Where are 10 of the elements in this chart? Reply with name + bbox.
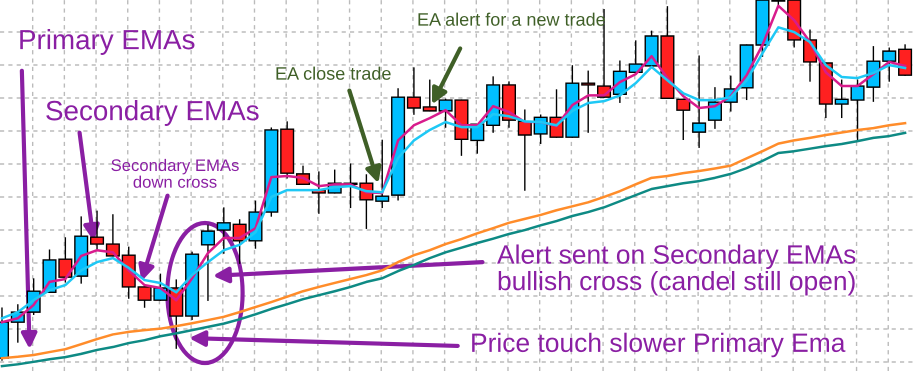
annotation: EA close trade — [276, 66, 391, 80]
annotation: Secondary EMAs down cross — [111, 158, 239, 188]
annotation: Price touch slower Primary Ema — [472, 332, 846, 358]
annotation: Secondary EMAs — [46, 100, 259, 126]
candlestick — [90, 210, 104, 251]
candlestick — [850, 80, 865, 142]
candlestick — [200, 224, 215, 301]
annotation: Primary EMAs — [20, 29, 194, 55]
annotation: Alert sent on Secondary EMAs bullish cross (candel still open) — [497, 244, 856, 296]
candlestick — [692, 55, 706, 148]
